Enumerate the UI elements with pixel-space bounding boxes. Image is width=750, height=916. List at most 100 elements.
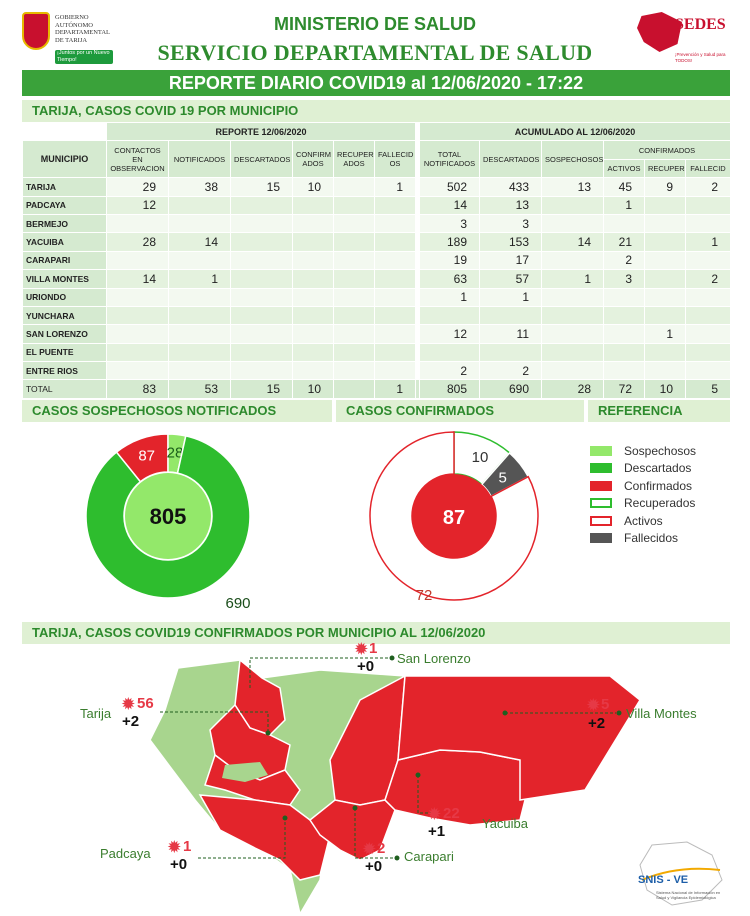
villamontes-label: Villa Montes bbox=[626, 706, 697, 721]
table-cell bbox=[333, 287, 375, 307]
table-cell bbox=[230, 213, 293, 234]
table-cell: 2 bbox=[419, 361, 480, 381]
table-cell bbox=[106, 250, 169, 271]
table-cell: 14 bbox=[541, 232, 604, 252]
table-cell bbox=[106, 361, 169, 381]
tarija-cases: 56 bbox=[137, 695, 154, 712]
table-cell: 3 bbox=[603, 269, 645, 289]
gobierno-logo-text: GOBIERNO AUTÓNOMO DEPARTAMENTAL DE TARIJ… bbox=[55, 14, 111, 44]
table-cell bbox=[333, 361, 375, 381]
col-header: FALLECID bbox=[684, 158, 732, 179]
gobierno-logo: GOBIERNO AUTÓNOMO DEPARTAMENTAL DE TARIJ… bbox=[22, 12, 114, 64]
group-confirmed-header: CONFIRMADOS bbox=[602, 140, 732, 160]
table-cell bbox=[230, 269, 293, 289]
table-cell: 12 bbox=[419, 324, 480, 344]
villamontes-cases: 5 bbox=[601, 696, 610, 713]
table-row: YUNCHARA bbox=[22, 305, 732, 326]
group-cumulative-header: ACUMULADO AL 12/06/2020 bbox=[418, 121, 732, 142]
dot-sanlorenzo bbox=[389, 655, 395, 661]
reference-section-title: REFERENCIA bbox=[588, 400, 730, 422]
table-cell bbox=[333, 324, 375, 344]
table-cell bbox=[292, 324, 334, 344]
table-cell bbox=[292, 342, 334, 363]
table-cell: 72 bbox=[603, 379, 645, 399]
table-cell: 2 bbox=[603, 250, 645, 271]
table-cell: 14 bbox=[106, 269, 169, 289]
virus-icon: ✹ bbox=[355, 641, 368, 658]
yacuiba-label: Yacuiba bbox=[482, 816, 529, 831]
carapari-deaths: +0 bbox=[365, 858, 383, 875]
dot-tarija-a bbox=[265, 730, 271, 736]
table-cell: 3 bbox=[479, 213, 542, 234]
table-cell bbox=[644, 213, 686, 234]
map-connectors bbox=[160, 657, 616, 859]
table-cell: 805 bbox=[419, 379, 480, 399]
legend-swatch bbox=[590, 498, 612, 509]
carapari-cases: 2 bbox=[377, 840, 386, 857]
table-cell: 1 bbox=[374, 177, 416, 197]
padcaya-deaths: +0 bbox=[170, 856, 188, 873]
municipio-name: TOTAL bbox=[22, 379, 107, 399]
sedes-logo-text: SEDES bbox=[675, 16, 726, 33]
yacuiba-deaths: +1 bbox=[428, 823, 446, 840]
table-section-title: TARIJA, CASOS COVID 19 POR MUNICIPIO bbox=[22, 100, 730, 122]
table-cell: 17 bbox=[479, 250, 542, 271]
col-header: CONTACTOS EN OBSERVACION bbox=[106, 140, 169, 179]
table-cell bbox=[230, 250, 293, 271]
table-cell bbox=[541, 305, 604, 326]
pie-label-recuperados: 10 bbox=[472, 449, 489, 466]
table-cell: 1 bbox=[684, 232, 732, 252]
sanlorenzo-cases: 1 bbox=[369, 640, 378, 657]
report-title-bar: REPORTE DIARIO COVID19 al 12/06/2020 - 1… bbox=[22, 70, 730, 96]
legend-item: Descartados bbox=[590, 460, 730, 478]
villamontes-deaths: +2 bbox=[588, 715, 606, 732]
table-cell bbox=[333, 269, 375, 289]
suspected-donut-chart: 87 28 690 805 bbox=[85, 433, 251, 612]
legend-label: Descartados bbox=[624, 461, 692, 476]
dot-carapari-b bbox=[394, 855, 400, 861]
table-cell: 38 bbox=[168, 177, 231, 197]
dot-villamontes-a bbox=[502, 710, 508, 716]
table-cell bbox=[106, 287, 169, 307]
table-cell: 10 bbox=[292, 379, 334, 399]
table-cell bbox=[333, 379, 375, 399]
legend-item: Fallecidos bbox=[590, 530, 730, 548]
legend-label: Confirmados bbox=[624, 478, 693, 493]
table-cell: 1 bbox=[479, 287, 542, 307]
table-cell bbox=[168, 250, 231, 271]
table-cell bbox=[603, 342, 645, 363]
table-row: CARAPARI 19 17 2 bbox=[22, 250, 732, 271]
yacuiba-cases: 22 bbox=[443, 805, 460, 822]
pie-label-fallecidos: 5 bbox=[499, 470, 507, 487]
table-cell bbox=[644, 269, 686, 289]
table-cell bbox=[106, 324, 169, 344]
map-dots bbox=[265, 655, 622, 861]
table-cell bbox=[230, 287, 293, 307]
col-header: FALLECID OS bbox=[374, 140, 416, 179]
pie-slice-descartados bbox=[85, 435, 251, 599]
table-cell bbox=[292, 250, 334, 271]
suspected-section-title: CASOS SOSPECHOSOS NOTIFICADOS bbox=[22, 400, 332, 422]
pie-label-activos: 72 bbox=[416, 587, 433, 604]
pie-label-sospechosos: 28 bbox=[167, 444, 184, 461]
table-cell bbox=[644, 287, 686, 307]
donut-center-value: 805 bbox=[150, 504, 187, 529]
map-region-padcaya bbox=[198, 794, 331, 881]
carapari-label: Carapari bbox=[404, 849, 454, 864]
table-cell: 5 bbox=[684, 379, 732, 399]
connector-carapari bbox=[354, 808, 395, 859]
table-cell bbox=[644, 195, 686, 215]
table-cell bbox=[374, 287, 416, 307]
table-cell bbox=[374, 324, 416, 344]
table-cell bbox=[644, 342, 686, 363]
table-cell bbox=[684, 361, 732, 381]
table-cell: 690 bbox=[479, 379, 542, 399]
sanlorenzo-label: San Lorenzo bbox=[397, 651, 471, 666]
table-cell bbox=[333, 232, 375, 252]
virus-icon: ✹ bbox=[168, 839, 181, 856]
table-cell bbox=[684, 324, 732, 344]
col-header: TOTAL NOTIFICADOS bbox=[419, 140, 480, 179]
table-cell bbox=[292, 305, 334, 326]
virus-icon: ✹ bbox=[122, 696, 135, 713]
